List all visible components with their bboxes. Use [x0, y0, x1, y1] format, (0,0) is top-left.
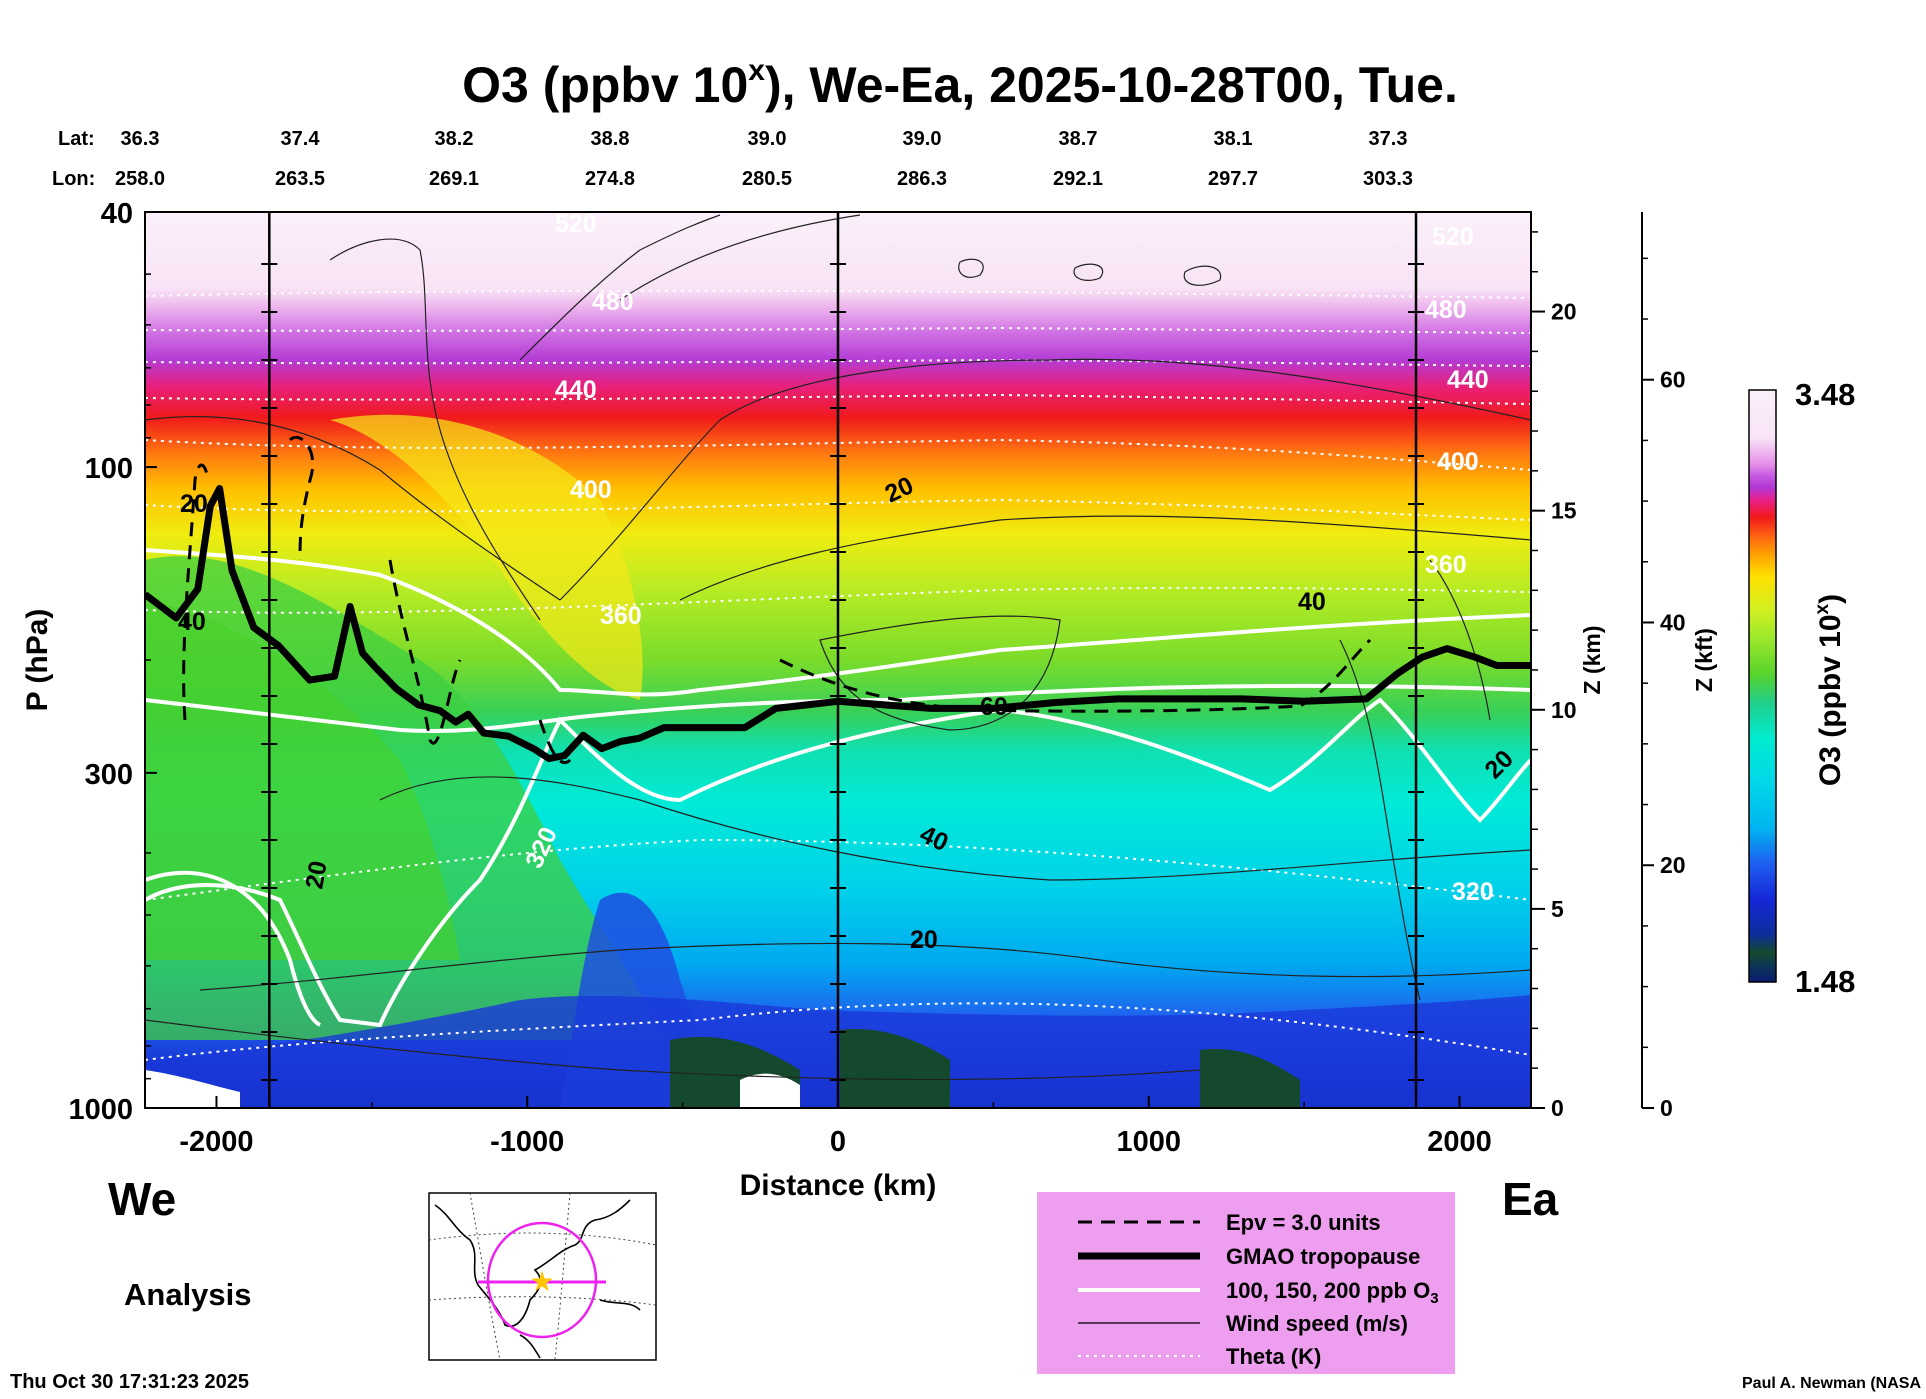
legend-label-theta: Theta (K)	[1226, 1344, 1321, 1369]
lon-value: 280.5	[742, 168, 792, 190]
z-tick-label: 0	[1551, 1095, 1564, 1121]
map-center-star: ★	[529, 1266, 554, 1297]
colorbar: 3.48 1.48 O3 (ppbv 10x)	[1748, 377, 1855, 999]
credit: Paul A. Newman (NASA	[1742, 1375, 1921, 1392]
inset-map: ★	[428, 1192, 657, 1361]
lat-value: 37.4	[281, 128, 321, 150]
vertical-marker-lines	[261, 212, 1425, 1108]
theta-label-480-east: 480	[1425, 296, 1467, 324]
colorbar-max-label: 3.48	[1795, 377, 1855, 412]
pressure-axis: 40 100 300 1000	[68, 198, 157, 1126]
theta-label-400-west: 400	[570, 476, 612, 504]
wind-speed-contours	[145, 214, 1531, 1081]
lat-value: 36.3	[121, 128, 160, 150]
z-kft-axis: 0 20 40 60	[1641, 212, 1686, 1121]
theta-label-360-west: 360	[600, 602, 642, 630]
legend-label-epv: Epv = 3.0 units	[1226, 1210, 1381, 1235]
x-axis-label: Distance (km)	[740, 1169, 937, 1202]
wind-label-60: 60	[980, 693, 1008, 721]
x-tick-label: 2000	[1427, 1126, 1492, 1158]
west-label: We	[108, 1173, 176, 1225]
p-tick-label: 300	[85, 759, 133, 791]
y-axis-label: P (hPa)	[21, 609, 54, 712]
lat-value: 38.1	[1214, 128, 1253, 150]
theta-label-360-east: 360	[1425, 551, 1467, 579]
z-km-label: Z (km)	[1579, 626, 1605, 695]
p-tick-label: 100	[85, 453, 133, 485]
x-axis: -2000 -1000 0 1000 2000	[179, 1096, 1492, 1158]
lon-value: 269.1	[429, 168, 479, 190]
chart-title: O3 (ppbv 10x), We-Ea, 2025-10-28T00, Tue…	[462, 54, 1458, 113]
z-tick-label: 5	[1551, 896, 1564, 922]
z-tick-label: 15	[1551, 498, 1577, 524]
gmao-tropopause-line	[145, 485, 1531, 763]
wind-label-40-a: 40	[178, 608, 206, 636]
kft-tick-label: 60	[1660, 367, 1686, 393]
kft-tick-label: 20	[1660, 852, 1686, 878]
lon-value: 258.0	[115, 168, 165, 190]
p-tick-label: 40	[101, 198, 133, 230]
theta-label-480-west: 480	[592, 288, 634, 316]
epv-contour	[182, 436, 1372, 764]
lon-value: 303.3	[1363, 168, 1413, 190]
theta-contours	[145, 289, 1531, 1061]
colorbar-title: O3 (ppbv 10x)	[1812, 594, 1847, 786]
lat-value: 38.8	[591, 128, 630, 150]
lat-value: 38.2	[435, 128, 474, 150]
north-america-coast	[434, 1199, 641, 1359]
theta-label-520-west: 520	[555, 210, 597, 238]
lon-value: 292.1	[1053, 168, 1103, 190]
x-tick-label: -1000	[490, 1126, 564, 1158]
z-tick-label: 10	[1551, 697, 1577, 723]
x-tick-label: -2000	[179, 1126, 253, 1158]
wind-label-20-c: 20	[910, 926, 938, 954]
z-km-axis: 0 5 10 15 20	[1530, 212, 1577, 1121]
theta-label-440-west: 440	[555, 376, 597, 404]
map-range-circle	[486, 1221, 598, 1339]
x-tick-label: 1000	[1117, 1126, 1182, 1158]
colorbar-min-label: 1.48	[1795, 964, 1855, 999]
lat-label: Lat:	[58, 128, 95, 150]
lon-value: 297.7	[1208, 168, 1258, 190]
theta-label-400-east: 400	[1437, 448, 1479, 476]
lat-value: 37.3	[1369, 128, 1408, 150]
lat-lon-row: 36.3 37.4 38.2 38.8 39.0 39.0 38.7 38.1 37.3 258.…	[115, 128, 1413, 190]
kft-tick-label: 40	[1660, 609, 1686, 635]
x-tick-label: 0	[830, 1126, 846, 1158]
z-tick-label: 20	[1551, 299, 1577, 325]
timestamp: Thu Oct 30 17:31:23 2025	[10, 1371, 249, 1393]
legend-label-wind: Wind speed (m/s)	[1226, 1311, 1408, 1336]
wind-label-20-b: 20	[300, 859, 332, 891]
wind-label-20-a: 20	[180, 490, 208, 518]
legend-label-ozone: 100, 150, 200 ppb O3	[1226, 1278, 1439, 1307]
legend-label-tropopause: GMAO tropopause	[1226, 1244, 1420, 1269]
theta-label-320-east: 320	[1452, 878, 1494, 906]
analysis-label: Analysis	[124, 1277, 252, 1312]
theta-label-520-east: 520	[1432, 223, 1474, 251]
lat-value: 39.0	[748, 128, 787, 150]
ozone-white-contours	[145, 548, 1531, 1028]
lon-value: 263.5	[275, 168, 325, 190]
east-label: Ea	[1502, 1173, 1559, 1225]
p-tick-label: 1000	[68, 1094, 133, 1126]
wind-label-40-b: 40	[1298, 588, 1326, 616]
theta-label-440-east: 440	[1447, 366, 1489, 394]
lat-value: 39.0	[903, 128, 942, 150]
lon-label: Lon:	[52, 168, 95, 190]
kft-tick-label: 0	[1660, 1095, 1673, 1121]
lon-value: 286.3	[897, 168, 947, 190]
colorbar-ramp	[1748, 389, 1777, 983]
lon-value: 274.8	[585, 168, 635, 190]
z-kft-label: Z (kft)	[1691, 628, 1717, 692]
legend: Epv = 3.0 units GMAO tropopause 100, 150…	[1037, 1192, 1455, 1374]
lat-value: 38.7	[1059, 128, 1098, 150]
